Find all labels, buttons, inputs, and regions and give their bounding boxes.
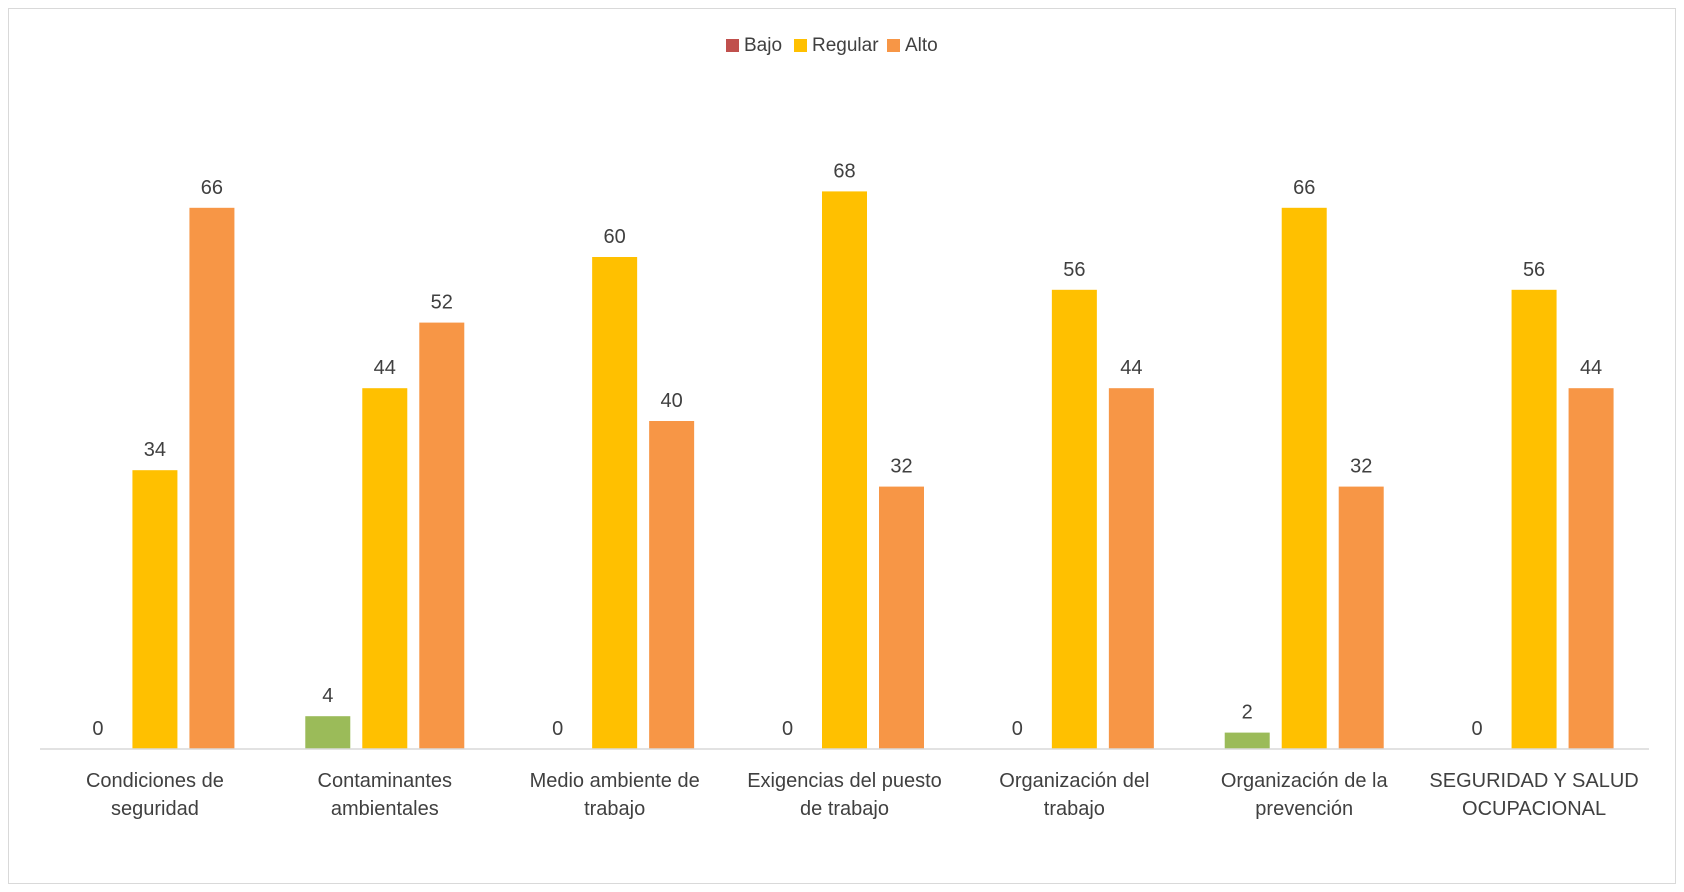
data-label-alto-3: 40: [661, 390, 683, 412]
bar-alto-1: [189, 207, 235, 750]
bar-chart: Bajo Regular Alto 034664445206040068320564…: [40, 35, 1649, 820]
bar-alto-3: [649, 421, 695, 749]
data-label-bajo-3: 0: [552, 718, 563, 740]
bar-alto-4: [879, 486, 924, 749]
category-label-6: Organización de la prevención: [1221, 770, 1389, 820]
category-label-3: Medio ambiente de trabajo: [530, 770, 700, 820]
data-label-alto-7: 44: [1580, 357, 1602, 379]
category-label-5: Organización del trabajo: [999, 770, 1149, 820]
data-label-bajo-6: 2: [1242, 702, 1253, 724]
bar-bajo-6: [1224, 732, 1270, 749]
legend-label-alto: Alto: [905, 35, 938, 56]
category-label-4: Exigencias del puesto de trabajo: [747, 770, 942, 820]
bar-alto-2: [419, 322, 465, 749]
category-label-1: Condiciones de seguridad: [86, 770, 224, 820]
bar-bajo-2: [305, 716, 351, 749]
legend-swatch-regular: [794, 39, 807, 52]
category-label-7: SEGURIDAD Y SALUD OCUPACIONAL: [1429, 770, 1638, 820]
data-label-bajo-4: 0: [782, 718, 793, 740]
data-label-bajo-2: 4: [322, 685, 333, 707]
data-label-alto-2: 52: [431, 292, 453, 314]
data-label-alto-1: 66: [201, 177, 223, 199]
bar-regular-4: [822, 191, 867, 749]
legend-label-regular: Regular: [812, 35, 879, 56]
data-label-bajo-5: 0: [1012, 718, 1023, 740]
bar-alto-7: [1568, 388, 1614, 749]
bar-regular-5: [1051, 289, 1097, 749]
data-label-alto-4: 32: [890, 456, 912, 478]
bar-regular-3: [592, 257, 638, 749]
data-label-regular-5: 56: [1063, 259, 1085, 281]
data-label-regular-3: 60: [604, 226, 626, 248]
bar-alto-6: [1338, 486, 1384, 749]
bar-regular-6: [1281, 207, 1327, 750]
legend: Bajo Regular Alto: [726, 35, 938, 56]
legend-swatch-bajo: [726, 39, 739, 52]
data-label-regular-7: 56: [1523, 259, 1545, 281]
chart-container: Bajo Regular Alto 0 34 66 4 44 52 0 60 40 0 68 32 0 56 4…: [8, 8, 1676, 884]
bar-regular-2: [362, 388, 408, 749]
x-axis-labels: Condiciones de seguridad Contaminantes ambi…: [86, 770, 1639, 820]
data-label-alto-6: 32: [1350, 456, 1372, 478]
legend-label-bajo: Bajo: [744, 35, 782, 56]
data-label-regular-2: 44: [374, 357, 396, 379]
data-label-regular-6: 66: [1293, 177, 1315, 199]
legend-swatch-alto: [887, 39, 900, 52]
data-label-bajo-1: 0: [92, 718, 103, 740]
data-label-regular-1: 34: [144, 439, 166, 461]
data-label-regular-4: 68: [833, 160, 855, 182]
data-label-alto-5: 44: [1120, 357, 1142, 379]
data-label-bajo-7: 0: [1472, 718, 1483, 740]
bar-regular-7: [1511, 289, 1557, 749]
bars: [132, 191, 1614, 750]
bar-regular-1: [132, 470, 178, 749]
bar-alto-5: [1108, 388, 1154, 749]
category-label-2: Contaminantes ambientales: [318, 770, 453, 820]
